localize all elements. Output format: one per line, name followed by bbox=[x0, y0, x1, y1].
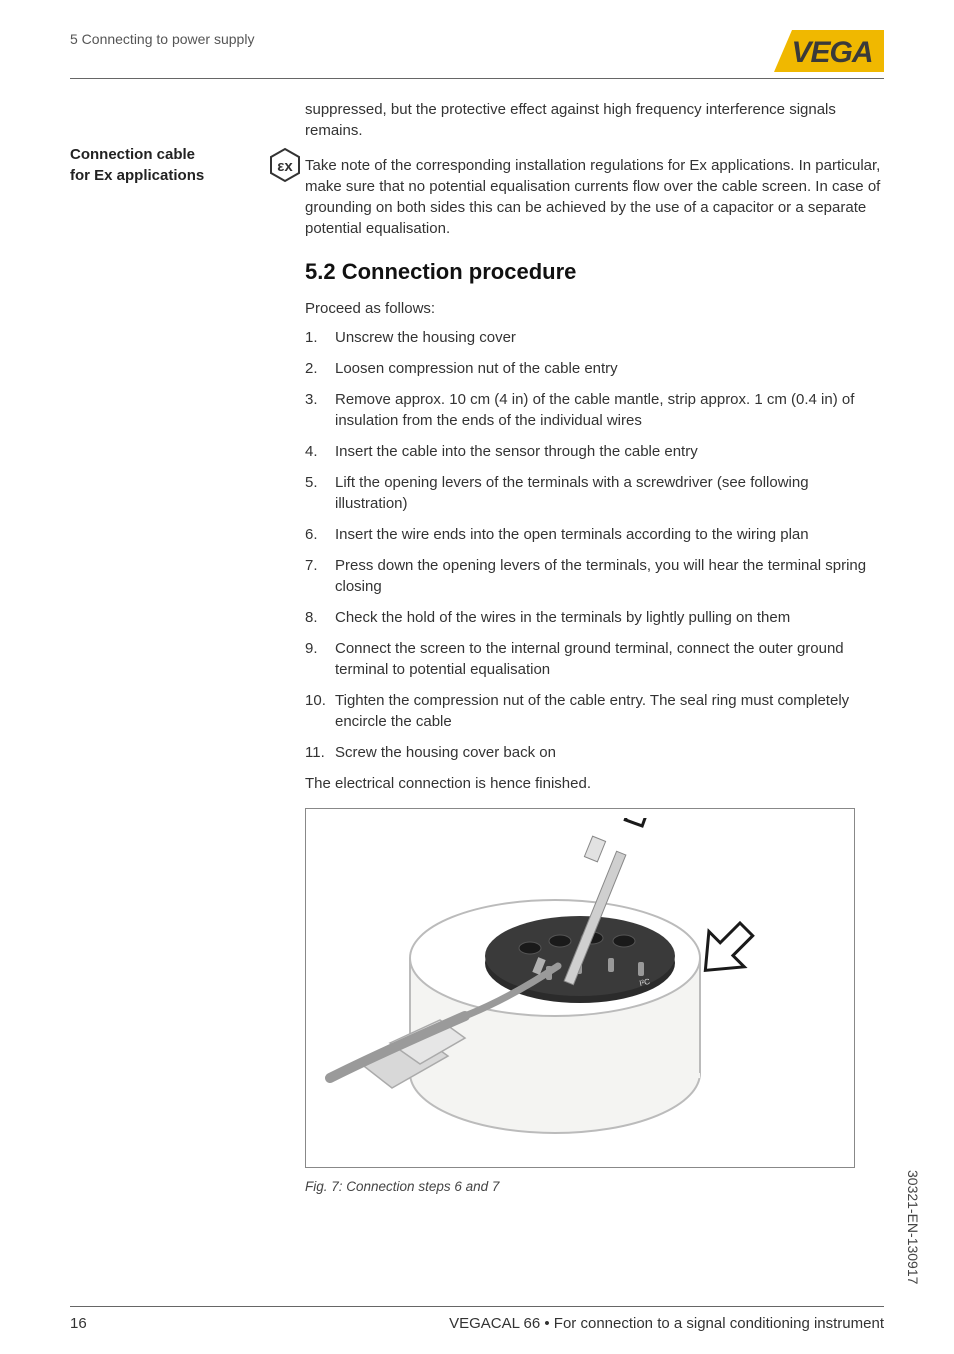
footer-page-number: 16 bbox=[70, 1313, 87, 1334]
sidebar-connection-cable: Connection cable for Ex applications bbox=[70, 144, 250, 186]
header-section: 5 Connecting to power supply bbox=[70, 30, 254, 50]
step-item: Lift the opening levers of the terminals… bbox=[305, 472, 884, 514]
finished-text: The electrical connection is hence finis… bbox=[305, 773, 884, 794]
step-item: Connect the screen to the internal groun… bbox=[305, 638, 884, 680]
page-footer: 16 VEGACAL 66 • For connection to a sign… bbox=[70, 1306, 884, 1334]
sidebar-cable-line2: for Ex applications bbox=[70, 165, 250, 186]
step-item: Check the hold of the wires in the termi… bbox=[305, 607, 884, 628]
step-item: Screw the housing cover back on bbox=[305, 742, 884, 763]
figure-caption: Fig. 7: Connection steps 6 and 7 bbox=[305, 1178, 884, 1197]
heading-5-2: 5.2 Connection procedure bbox=[305, 257, 884, 288]
figure-7: I²C bbox=[305, 808, 855, 1168]
steps-list: Unscrew the housing cover Loosen compres… bbox=[305, 327, 884, 763]
paragraph-suppressed: suppressed, but the protective effect ag… bbox=[305, 99, 884, 141]
step-item: Remove approx. 10 cm (4 in) of the cable… bbox=[305, 389, 884, 431]
step-item: Insert the cable into the sensor through… bbox=[305, 441, 884, 462]
proceed-text: Proceed as follows: bbox=[305, 298, 884, 319]
document-code: 30321-EN-130917 bbox=[902, 1170, 922, 1284]
paragraph-ex-note: Take note of the corresponding installat… bbox=[305, 155, 884, 239]
step-item: Loosen compression nut of the cable entr… bbox=[305, 358, 884, 379]
svg-text:VEGA: VEGA bbox=[791, 36, 872, 69]
vega-logo: VEGA bbox=[764, 30, 884, 72]
page-header: 5 Connecting to power supply VEGA bbox=[70, 30, 884, 79]
step-item: Unscrew the housing cover bbox=[305, 327, 884, 348]
svg-text:εx: εx bbox=[277, 158, 293, 175]
step-item: Press down the opening levers of the ter… bbox=[305, 555, 884, 597]
step-item: Tighten the compression nut of the cable… bbox=[305, 690, 884, 732]
step-item: Insert the wire ends into the open termi… bbox=[305, 524, 884, 545]
footer-title: VEGACAL 66 • For connection to a signal … bbox=[449, 1313, 884, 1334]
sidebar-cable-line1: Connection cable bbox=[70, 144, 250, 165]
ex-hexagon-icon: εx bbox=[267, 147, 303, 189]
